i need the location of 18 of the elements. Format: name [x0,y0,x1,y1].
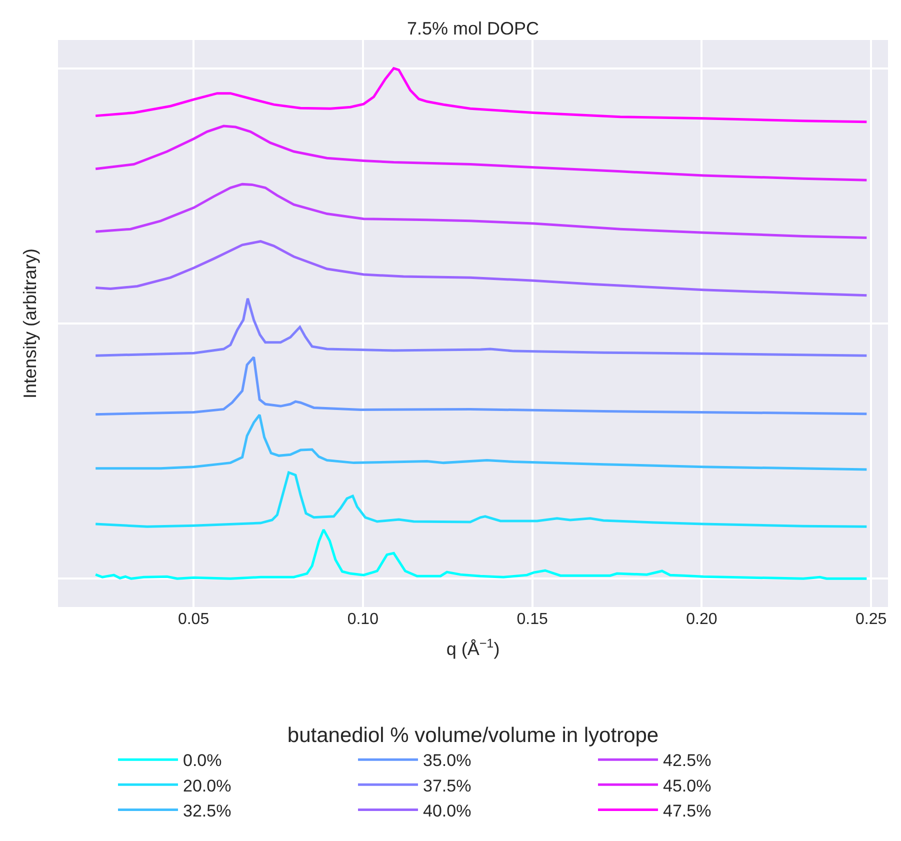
chart-title: 7.5% mol DOPC [406,18,540,39]
legend-label: 0.0% [183,751,222,770]
legend-label: 35.0% [423,751,472,770]
x-axis-title: q (Å$^{−1}$) [446,636,500,660]
legend-label: 42.5% [663,751,712,770]
legend-label: 40.0% [423,801,472,820]
x-tick-label: 0.10 [347,611,379,628]
x-tick-label: 0.05 [178,611,210,628]
legend-label: 32.5% [183,801,232,820]
legend-title: butanediol % volume/volume in lyotrope [287,724,659,748]
x-tick-label: 0.25 [855,611,887,628]
legend-label: 20.0% [183,776,232,796]
x-tick-label: 0.20 [686,611,718,628]
legend-label: 45.0% [663,776,712,796]
legend-label: 37.5% [423,776,472,796]
x-tick-label: 0.15 [516,611,548,628]
y-axis-title: Intensity (arbitrary) [20,248,40,399]
legend-label: 47.5% [663,801,712,820]
